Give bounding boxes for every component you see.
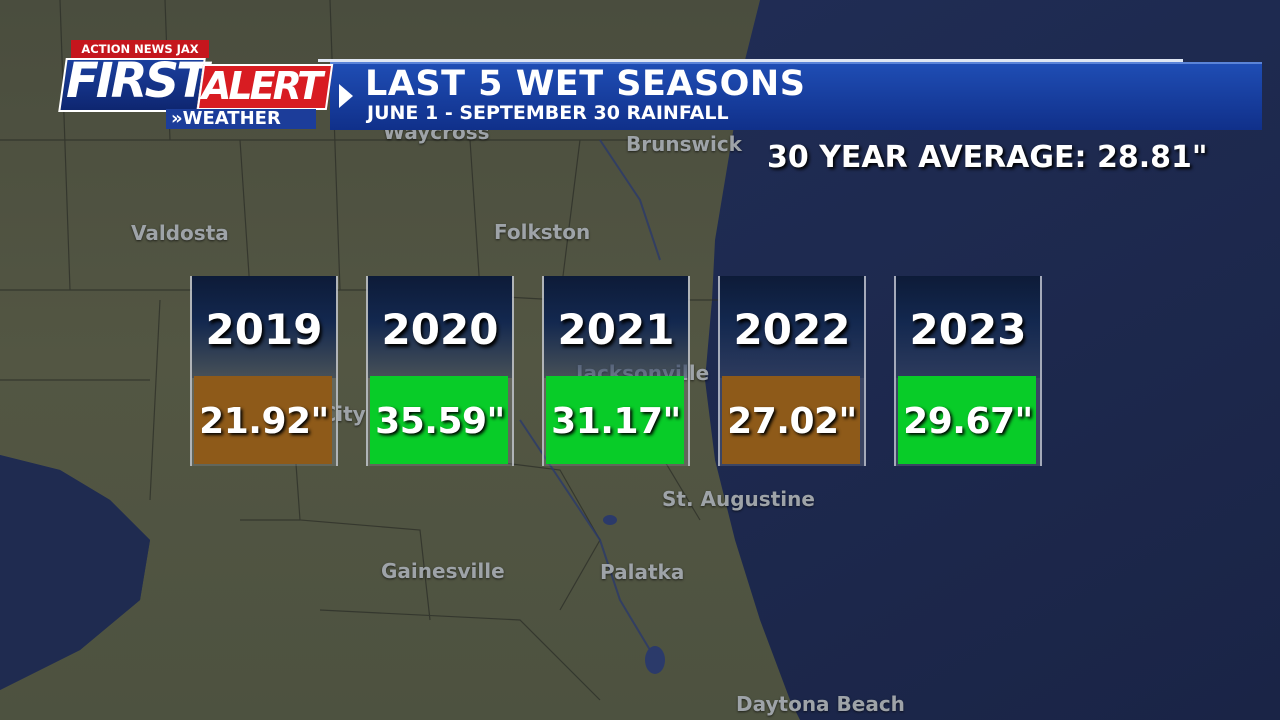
rainfall-bar <box>898 376 1036 464</box>
season-rainfall: 35.59" <box>375 401 505 442</box>
season-year: 2022 <box>733 305 851 354</box>
header-title: LAST 5 WET SEASONS <box>365 64 806 104</box>
season-year: 2021 <box>557 305 675 354</box>
station-name-tag: ACTION NEWS JAX <box>71 40 209 58</box>
season-rainfall: 29.67" <box>903 401 1033 442</box>
season-panel-2023: 2023 29.67" <box>894 276 1042 466</box>
season-year: 2020 <box>381 305 499 354</box>
city-label-valdosta: Valdosta <box>131 221 229 245</box>
rainfall-bar <box>370 376 508 464</box>
rainfall-bar <box>722 376 860 464</box>
thirty-year-average: 30 YEAR AVERAGE: 28.81" <box>767 140 1208 175</box>
season-rainfall: 31.17" <box>551 401 681 442</box>
panel-header-gradient <box>368 276 512 378</box>
city-label-palatka: Palatka <box>600 560 685 584</box>
logo-weather-box <box>166 109 316 129</box>
city-label-brunswick: Brunswick <box>626 132 742 156</box>
rainfall-bar <box>546 376 684 464</box>
panel-header-gradient <box>720 276 864 378</box>
play-arrow-icon <box>339 84 353 108</box>
logo-weather-text: »WEATHER <box>171 108 281 129</box>
header-bar <box>330 62 1262 130</box>
season-year: 2019 <box>205 305 323 354</box>
rainfall-bar <box>194 376 332 464</box>
season-rainfall: 27.02" <box>727 401 857 442</box>
season-rainfall: 21.92" <box>199 401 329 442</box>
header-top-line <box>318 59 1183 62</box>
season-panel-2019: 2019 21.92" <box>190 276 338 466</box>
panel-header-gradient <box>192 276 336 378</box>
city-label-daytona-beach: Daytona Beach <box>736 692 905 716</box>
season-panel-2020: 2020 35.59" <box>366 276 514 466</box>
panel-header-gradient <box>544 276 688 378</box>
city-label-st-augustine: St. Augustine <box>662 487 815 511</box>
panel-header-gradient <box>896 276 1040 378</box>
logo-alert-text: ALERT <box>202 64 323 108</box>
city-label-folkston: Folkston <box>494 220 591 244</box>
logo-first-text: FIRST <box>66 53 209 109</box>
season-year: 2023 <box>909 305 1027 354</box>
city-label-gainesville: Gainesville <box>381 559 505 583</box>
header-subtitle: JUNE 1 - SEPTEMBER 30 RAINFALL <box>367 102 729 124</box>
season-panel-2022: 2022 27.02" <box>718 276 866 466</box>
season-panel-2021: 2021 31.17" <box>542 276 690 466</box>
